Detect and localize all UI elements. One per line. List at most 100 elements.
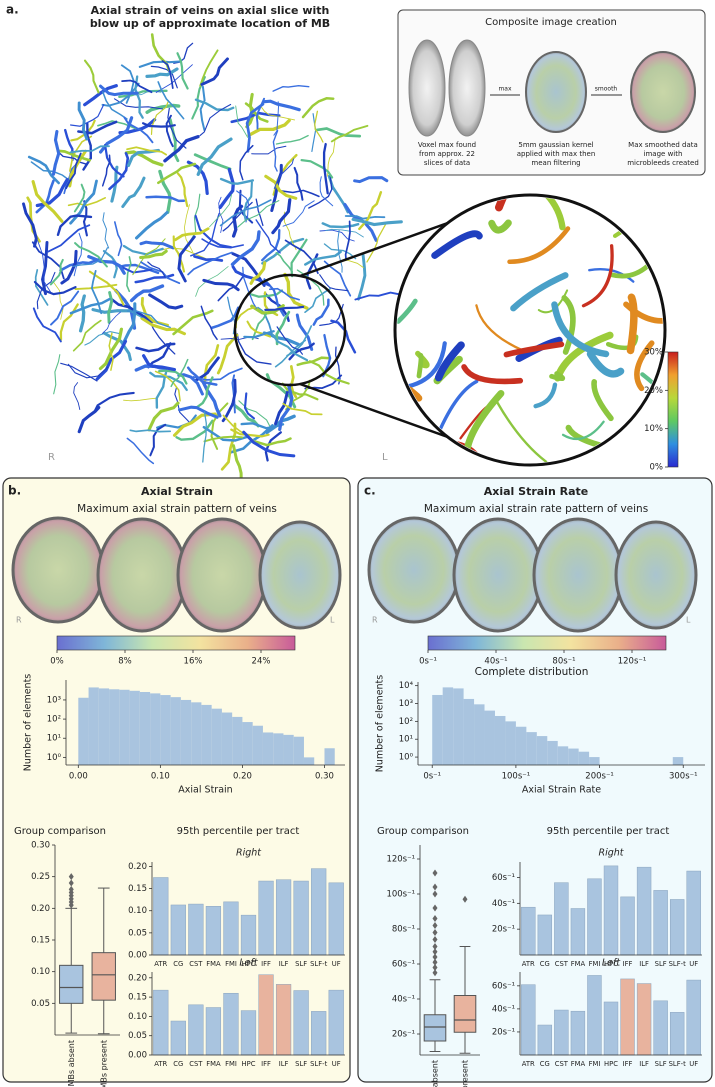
caption: from approx. 22 xyxy=(419,150,475,158)
colorbar xyxy=(667,351,679,468)
x-tick-label: FMI xyxy=(589,960,601,968)
vein xyxy=(431,230,483,259)
x-tick-label: HPC xyxy=(242,1060,256,1068)
vein xyxy=(53,281,64,320)
vein xyxy=(196,137,233,176)
brain-slice xyxy=(452,517,544,633)
vein xyxy=(186,366,218,386)
box xyxy=(423,1014,447,1042)
y-tick-label: 40s⁻¹ xyxy=(392,995,415,1005)
bar xyxy=(293,990,309,1056)
x-tick-label: 0s⁻¹ xyxy=(419,657,437,667)
vein xyxy=(295,313,314,351)
caption: slices of data xyxy=(424,159,470,167)
hist-bar xyxy=(432,694,443,765)
vein xyxy=(203,435,244,443)
vein xyxy=(255,198,264,227)
vein xyxy=(57,150,88,165)
caption: applied with max then xyxy=(517,150,596,158)
x-tick-label: 100s⁻¹ xyxy=(502,772,531,782)
vein xyxy=(243,392,255,420)
vein xyxy=(108,152,130,191)
vein xyxy=(315,127,362,138)
section-title: Group comparison xyxy=(14,826,106,837)
y-tick-label: 0.10 xyxy=(31,967,50,977)
x-tick-label: SLF-t xyxy=(310,960,327,968)
bar xyxy=(636,983,652,1056)
hist-bar xyxy=(109,689,120,765)
outlier xyxy=(432,958,438,966)
x-tick-label: CST xyxy=(555,960,569,968)
vein xyxy=(122,302,137,344)
x-tick-label: CST xyxy=(189,960,203,968)
y-tick-label: 40s⁻¹ xyxy=(492,899,515,909)
vein xyxy=(249,261,267,285)
caption: Max smoothed data xyxy=(628,141,698,149)
vein xyxy=(282,402,323,416)
hist-bar xyxy=(324,748,335,765)
vein xyxy=(319,274,349,292)
brain-slice xyxy=(258,520,342,630)
arrow-label: max xyxy=(498,86,512,93)
side-label: L xyxy=(382,452,388,463)
vein xyxy=(507,226,571,265)
x-tick-label: 16% xyxy=(184,657,203,667)
y-tick-label: 120s⁻¹ xyxy=(386,855,415,865)
outlier xyxy=(432,915,438,922)
vein xyxy=(273,158,294,189)
outlier xyxy=(432,969,438,977)
y-tick-label: 100s⁻¹ xyxy=(386,890,415,900)
side-label: L xyxy=(686,616,691,625)
y-tick-label: 20s⁻¹ xyxy=(492,1027,515,1037)
vein xyxy=(321,222,360,229)
hist-bar xyxy=(453,688,464,765)
vein xyxy=(83,59,100,94)
vein xyxy=(366,224,387,263)
bar xyxy=(669,1012,685,1056)
y-tick-label: 60s⁻¹ xyxy=(392,960,415,970)
x-tick-label: ATR xyxy=(522,960,535,968)
y-axis-label: Number of elements xyxy=(375,675,386,773)
hist-bar xyxy=(484,710,495,765)
y-tick-label: 10⁰ xyxy=(399,753,414,763)
vein xyxy=(199,103,232,137)
vein xyxy=(108,332,114,371)
y-tick-label: 0.15 xyxy=(128,884,147,894)
vein xyxy=(236,190,249,223)
vein xyxy=(126,437,155,465)
vein xyxy=(201,238,244,249)
x-tick-label: FMI xyxy=(225,1060,237,1068)
outlier xyxy=(432,943,438,950)
x-tick-label: CST xyxy=(555,1060,569,1068)
vein xyxy=(219,177,254,185)
vein xyxy=(53,354,61,395)
outlier xyxy=(432,953,438,961)
outlier xyxy=(432,890,438,898)
vein xyxy=(397,383,405,400)
vein xyxy=(135,210,169,240)
vein xyxy=(145,195,186,203)
zoom-circle xyxy=(393,193,667,467)
chart-title: Right xyxy=(598,848,624,859)
vein xyxy=(113,98,164,110)
bar xyxy=(205,906,222,956)
x-tick-label: 0.30 xyxy=(315,772,334,782)
vein xyxy=(272,129,279,172)
caption: Voxel max found xyxy=(418,141,476,149)
vein xyxy=(588,268,635,283)
vein xyxy=(434,341,465,382)
vein xyxy=(304,288,331,313)
vein xyxy=(232,444,243,487)
vein xyxy=(533,382,558,409)
vein xyxy=(126,256,132,293)
vein xyxy=(288,342,315,361)
vein xyxy=(301,97,335,119)
vein xyxy=(49,258,64,286)
vein xyxy=(209,194,232,228)
vein xyxy=(158,369,188,385)
bar xyxy=(223,901,239,956)
vein xyxy=(149,423,167,457)
y-tick-label: 10⁴ xyxy=(399,681,414,691)
vein xyxy=(101,311,121,334)
